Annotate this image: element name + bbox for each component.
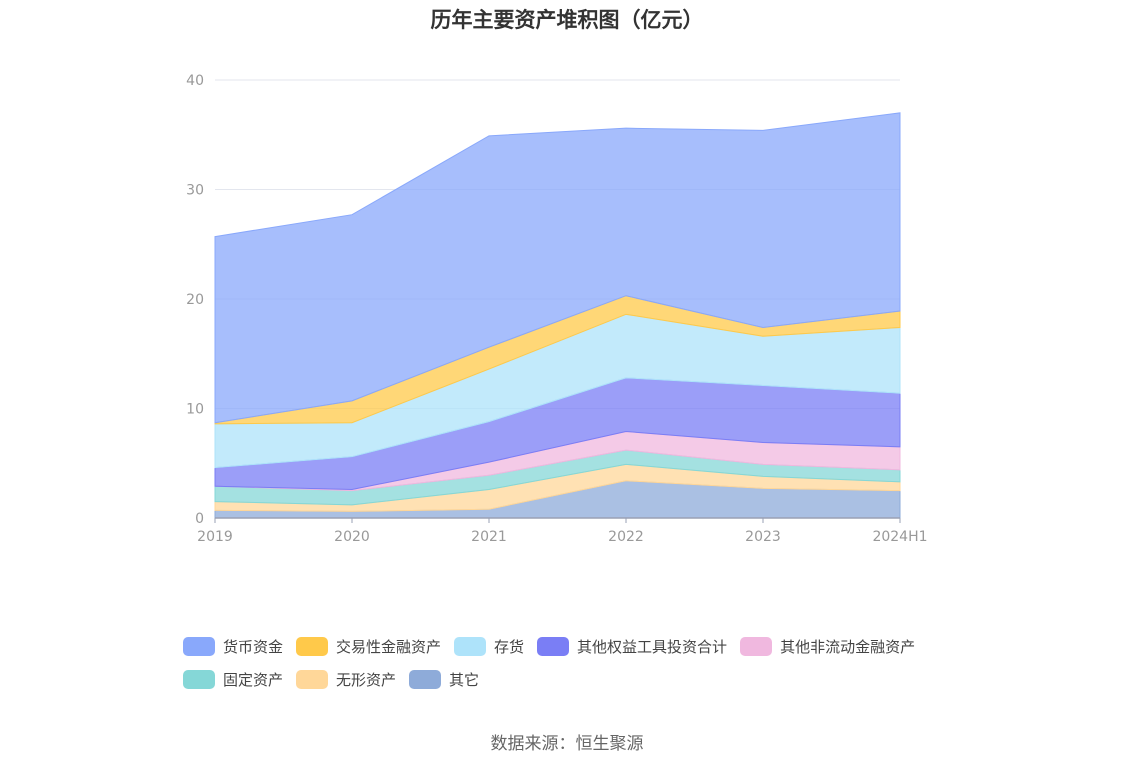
y-tick-label: 40	[186, 73, 204, 89]
legend-label: 交易性金融资产	[336, 638, 442, 656]
legend-swatch	[296, 637, 329, 656]
axes	[214, 517, 901, 523]
legend-item[interactable]: 交易性金融资产	[296, 636, 441, 657]
legend-item[interactable]: 固定资产	[183, 669, 283, 690]
legend-label: 无形资产	[336, 671, 397, 689]
x-tick-label: 2021	[471, 529, 507, 545]
area-series	[214, 112, 901, 519]
chart-title: 历年主要资产堆积图（亿元）	[430, 8, 704, 32]
legend-item[interactable]: 货币资金	[183, 636, 283, 657]
legend-swatch	[183, 670, 215, 689]
legend-item[interactable]: 存货	[454, 636, 524, 657]
x-tick-label: 2020	[334, 529, 370, 545]
y-tick-label: 10	[186, 402, 204, 418]
legend-swatch	[537, 637, 570, 656]
x-tick-label: 2023	[745, 529, 781, 545]
legend-row-1: 货币资金 交易性金融资产 存货 其他权益工具投资合计 其他非流动金融资产	[183, 630, 983, 663]
legend-swatch	[183, 637, 215, 656]
legend-swatch	[740, 637, 773, 656]
stacked-area-chart: 0 10 20 30 40 2019 2020 2021 2022 2023 2024H1	[186, 73, 927, 545]
legend-swatch	[409, 670, 442, 689]
x-tick-label: 2022	[608, 529, 644, 545]
y-tick-label: 0	[195, 511, 204, 527]
area-series-7	[214, 112, 901, 424]
legend-item[interactable]: 其它	[409, 669, 479, 690]
legend-label: 其他权益工具投资合计	[577, 638, 728, 656]
legend: 货币资金 交易性金融资产 存货 其他权益工具投资合计 其他非流动金融资产 固定资产 无形资…	[183, 630, 983, 696]
tick-labels: 0 10 20 30 40 2019 2020 2021 2022 2023 2024H1	[186, 73, 927, 545]
legend-item[interactable]: 其他非流动金融资产	[740, 636, 915, 657]
x-tick-label: 2024H1	[872, 529, 927, 545]
legend-item[interactable]: 其他权益工具投资合计	[537, 636, 727, 657]
y-tick-label: 20	[186, 292, 204, 308]
data-source: 数据来源：恒生聚源	[490, 734, 644, 754]
legend-label: 固定资产	[223, 671, 284, 689]
legend-label: 货币资金	[223, 638, 284, 656]
legend-label: 存货	[494, 638, 525, 656]
legend-label: 其它	[449, 671, 480, 689]
x-tick-label: 2019	[197, 529, 233, 545]
legend-swatch	[296, 670, 329, 689]
legend-swatch	[454, 637, 487, 656]
y-tick-label: 30	[186, 183, 204, 199]
legend-item[interactable]: 无形资产	[296, 669, 396, 690]
legend-label: 其他非流动金融资产	[780, 638, 916, 656]
legend-row-2: 固定资产 无形资产 其它	[183, 663, 983, 696]
